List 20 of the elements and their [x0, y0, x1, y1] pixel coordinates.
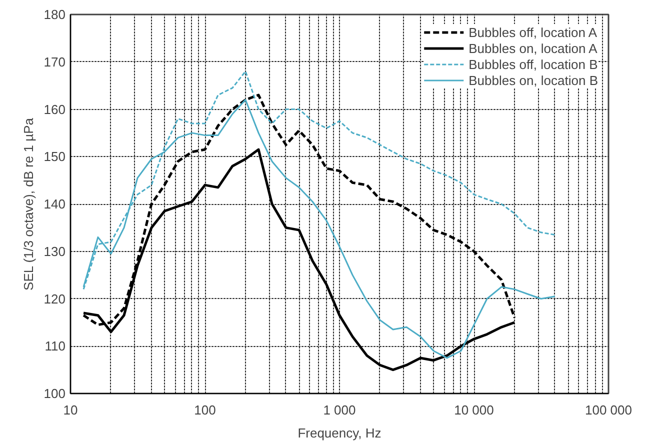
x-tick-label: 100: [194, 402, 216, 418]
y-tick-label: 140: [44, 196, 66, 212]
y-axis-title: SEL (1/3 octave), dB re 1 µPa: [20, 117, 36, 290]
x-tick-label: 1 000: [323, 402, 356, 418]
y-tick-label: 100: [44, 386, 66, 401]
legend-label: Bubbles on, location B: [468, 72, 598, 88]
y-tick-label: 180: [44, 7, 66, 22]
y-tick-label: 110: [44, 338, 66, 354]
y-tick-label: 130: [44, 244, 66, 259]
x-tick-label: 10 000: [454, 402, 494, 418]
y-tick-label: 120: [44, 291, 66, 306]
x-axis-title: Frequency, Hz: [298, 426, 382, 440]
y-tick-label: 170: [44, 54, 66, 70]
legend-label: Bubbles off, location A: [468, 24, 598, 40]
x-tick-label: 100 000: [585, 402, 632, 418]
legend-label: Bubbles on, location A: [468, 40, 598, 56]
x-tick-label: 10: [63, 402, 78, 418]
y-tick-label: 150: [44, 149, 66, 164]
legend-label: Bubbles off, location B: [468, 56, 598, 72]
y-tick-label: 160: [44, 102, 66, 117]
